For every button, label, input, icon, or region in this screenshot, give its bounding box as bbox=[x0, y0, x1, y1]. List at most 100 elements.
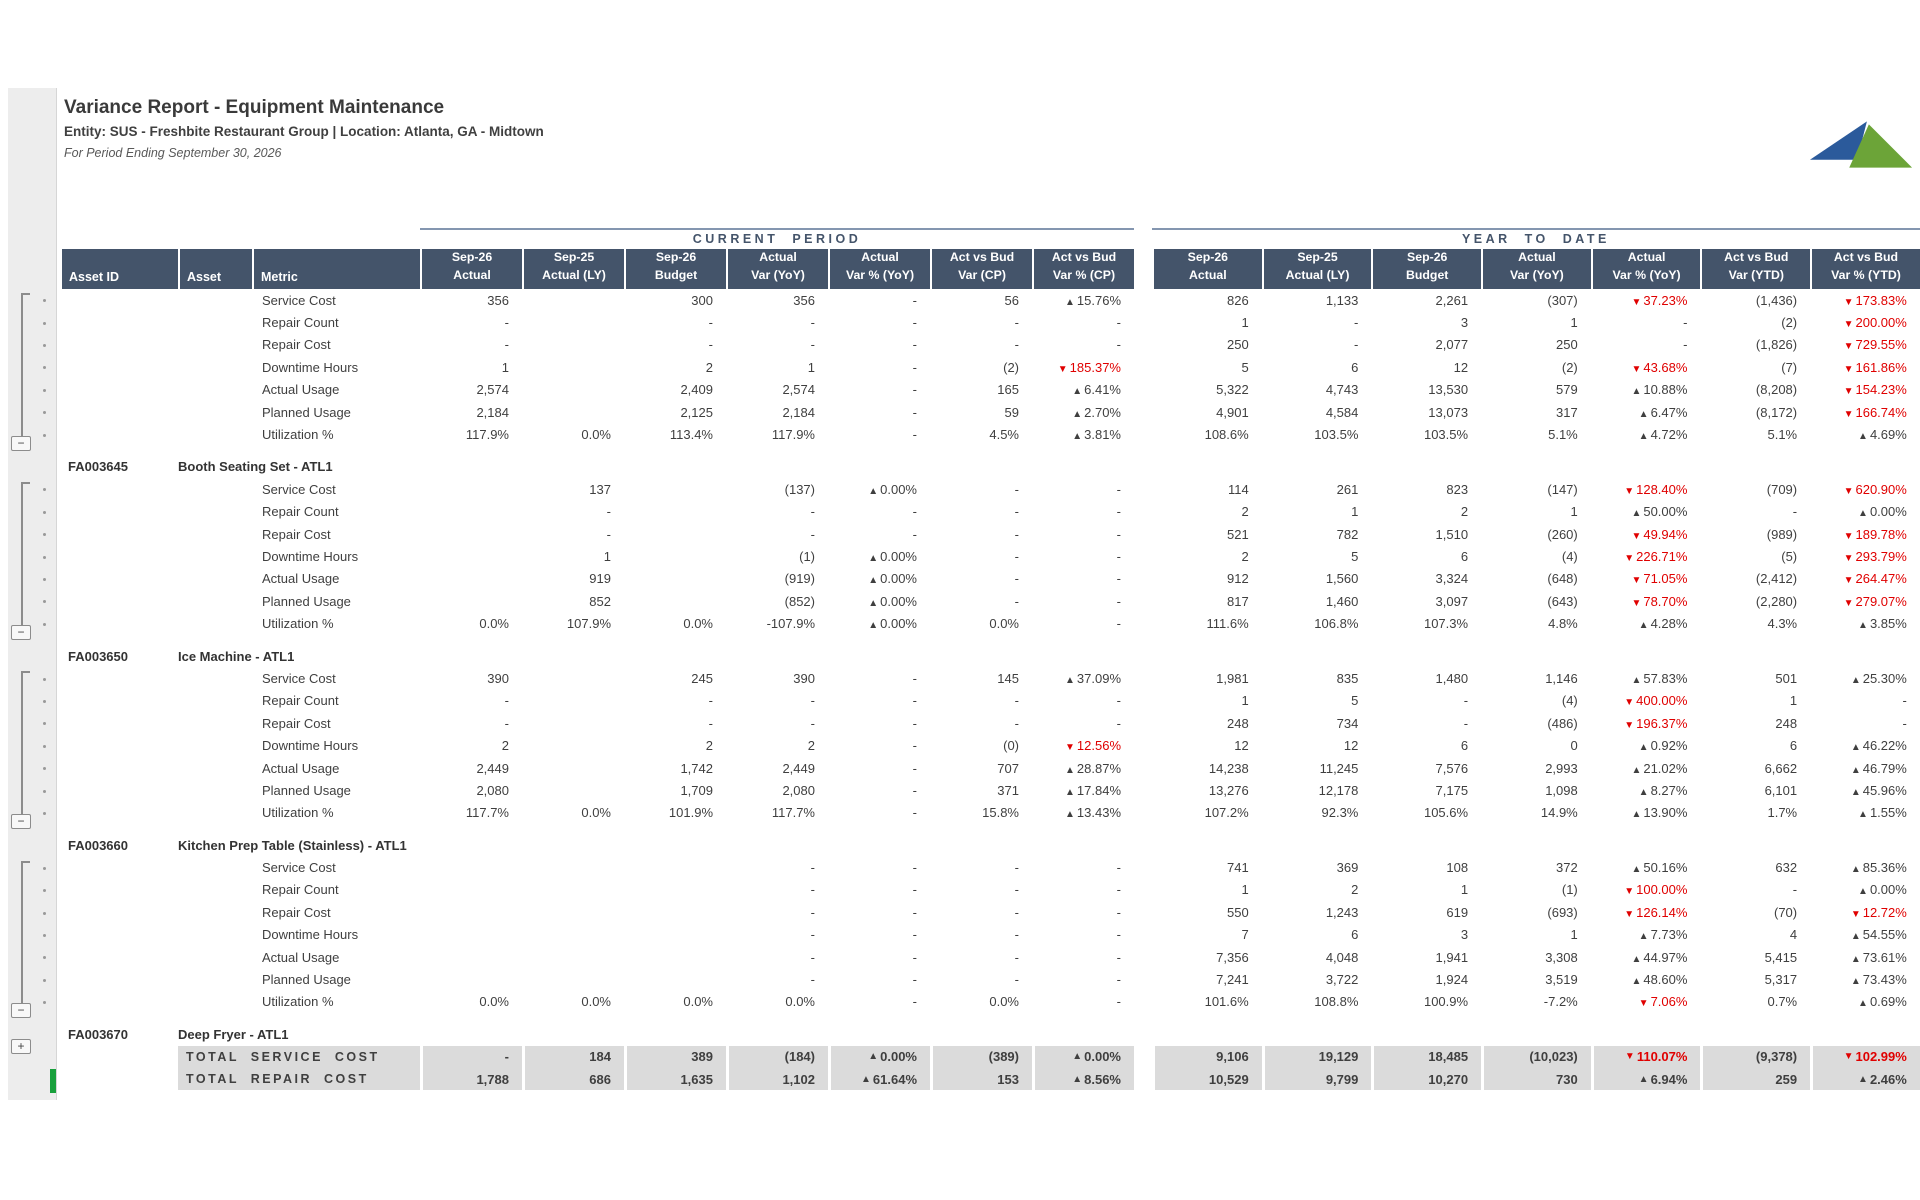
table-row: Planned Usage 2,184 2,125 2,184 - 59 ▲ 2.70% 4,9… bbox=[62, 401, 1920, 423]
value-cell: 1,098 bbox=[1545, 782, 1578, 798]
value-cell: 2,409 bbox=[680, 382, 713, 398]
value-cell: 1 bbox=[501, 359, 509, 375]
outline-row-dot bbox=[43, 433, 46, 437]
value-cell: - bbox=[1014, 882, 1019, 898]
outline-collapse-button[interactable]: − bbox=[11, 814, 31, 830]
value-cell: - bbox=[1014, 860, 1019, 876]
value-cell: ▲ 13.43% bbox=[1065, 805, 1121, 821]
metric-cell: Planned Usage bbox=[262, 972, 351, 988]
value-cell: 107.3% bbox=[1423, 616, 1469, 632]
total-row: TOTAL REPAIR COST 1,788 686 1,635 1,102 ▲ 61.6… bbox=[62, 1067, 1920, 1091]
value-cell: 3 bbox=[1460, 927, 1469, 943]
value-cell: ▲ 45.96% bbox=[1850, 782, 1907, 798]
value-cell: 1.7% bbox=[1767, 805, 1798, 821]
asset-name-cell: Kitchen Prep Table (Stainless) - ATL1 bbox=[178, 837, 407, 853]
value-cell: 105.6% bbox=[1423, 805, 1469, 821]
value-cell: 2,080 bbox=[476, 782, 509, 798]
value-cell: 707 bbox=[997, 760, 1019, 776]
up-triangle-icon: ▲ bbox=[1065, 296, 1075, 308]
asset-group-row: FA003670 Deep Fryer - ATL1 bbox=[62, 1023, 1920, 1045]
value-cell: 0.0% bbox=[683, 994, 713, 1010]
value-cell: - bbox=[912, 805, 917, 821]
value-cell: - bbox=[1014, 715, 1019, 731]
table-row: Repair Cost - - - - - - 248 734 - (486) ▼ 196.37% 248… bbox=[62, 712, 1920, 734]
value-cell: (10,023) bbox=[1481, 1045, 1591, 1068]
down-triangle-icon: ▼ bbox=[1624, 886, 1635, 898]
table-row: Downtime Hours 1 (1) ▲ 0.00% - - 2 5 6 (4) ▼ 226.71%… bbox=[62, 545, 1920, 567]
value-cell: ▲ 10.88% bbox=[1631, 382, 1688, 398]
outline-row-dot bbox=[43, 488, 46, 492]
up-triangle-icon: ▲ bbox=[1850, 953, 1861, 965]
column-header-sep-25-actual-ly: Sep-25 Actual (LY) bbox=[522, 249, 624, 289]
value-cell: ▼ 185.37% bbox=[1057, 359, 1121, 375]
value-cell: - bbox=[1014, 337, 1019, 353]
value-cell: 4.5% bbox=[989, 427, 1019, 443]
value-cell: 4,743 bbox=[1325, 382, 1359, 398]
value-cell: ▼ 102.99% bbox=[1810, 1045, 1920, 1068]
up-triangle-icon: ▲ bbox=[1858, 886, 1868, 898]
up-triangle-icon: ▲ bbox=[1065, 786, 1075, 798]
value-cell: - bbox=[1463, 693, 1469, 709]
value-cell: 1,742 bbox=[680, 760, 713, 776]
value-cell: (2) bbox=[1781, 315, 1798, 331]
value-cell: - bbox=[708, 337, 713, 353]
up-triangle-icon: ▲ bbox=[1638, 431, 1649, 443]
value-cell: 4,584 bbox=[1325, 404, 1359, 420]
value-cell: 250 bbox=[1226, 337, 1249, 353]
value-cell: ▲ 0.00% bbox=[868, 548, 917, 564]
table-row: Actual Usage - - - - 7,356 4,048 1,941 3,308 ▲ 44.… bbox=[62, 946, 1920, 968]
value-cell: (2,280) bbox=[1755, 593, 1798, 609]
value-cell: 6,662 bbox=[1764, 760, 1798, 776]
value-cell: 165 bbox=[997, 382, 1019, 398]
value-cell: 823 bbox=[1446, 481, 1469, 497]
outline-bracket-line bbox=[21, 293, 23, 436]
down-triangle-icon: ▼ bbox=[1843, 386, 1854, 398]
value-cell: 13,073 bbox=[1428, 404, 1469, 420]
outline-row-dot bbox=[43, 956, 46, 960]
value-cell: (4) bbox=[1561, 548, 1578, 564]
value-cell: - bbox=[912, 427, 917, 443]
value-cell: 117.9% bbox=[465, 427, 509, 443]
section-header-row: CURRENT PERIOD YEAR TO DATE bbox=[62, 228, 1920, 249]
value-cell: - bbox=[1014, 571, 1019, 587]
value-cell: ▲ 46.22% bbox=[1850, 738, 1907, 754]
value-cell: 5,317 bbox=[1764, 972, 1798, 988]
value-cell: - bbox=[912, 949, 917, 965]
up-triangle-icon: ▲ bbox=[1072, 386, 1083, 398]
column-header-act-vs-bud-var-ytd: Act vs Bud Var % (YTD) bbox=[1810, 249, 1920, 289]
down-triangle-icon: ▼ bbox=[1843, 575, 1854, 587]
value-cell: 113.4% bbox=[669, 427, 713, 443]
up-triangle-icon: ▲ bbox=[1850, 931, 1861, 943]
value-cell: ▲ 8.27% bbox=[1638, 782, 1688, 798]
down-triangle-icon: ▼ bbox=[1843, 319, 1854, 331]
value-cell: 390 bbox=[487, 670, 509, 686]
value-cell: 501 bbox=[1775, 670, 1798, 686]
value-cell: 912 bbox=[1226, 571, 1249, 587]
outline-collapse-button[interactable]: − bbox=[11, 435, 31, 451]
value-cell: ▼ 161.86% bbox=[1843, 359, 1907, 375]
down-triangle-icon: ▼ bbox=[1624, 908, 1635, 920]
value-cell: ▼ 43.68% bbox=[1631, 359, 1688, 375]
value-cell: 2,184 bbox=[476, 404, 509, 420]
value-cell: ▲ 3.81% bbox=[1072, 427, 1121, 443]
outline-collapse-button[interactable]: − bbox=[11, 1003, 31, 1019]
outline-collapse-button[interactable]: − bbox=[11, 625, 31, 640]
table-row: Actual Usage 2,574 2,409 2,574 - 165 ▲ 6.41% 5,3… bbox=[62, 379, 1920, 401]
value-cell: ▲ 4.69% bbox=[1858, 427, 1907, 443]
outline-row-dot bbox=[43, 744, 46, 748]
value-cell: - bbox=[1116, 616, 1121, 632]
value-cell: 145 bbox=[997, 670, 1019, 686]
value-cell: ▲ 0.00% bbox=[868, 593, 917, 609]
value-cell: - bbox=[1116, 315, 1121, 331]
asset-id-cell: FA003650 bbox=[68, 648, 128, 664]
value-cell: - bbox=[810, 315, 815, 331]
logo-blue-triangle bbox=[1809, 121, 1867, 160]
value-cell: 13,530 bbox=[1428, 382, 1469, 398]
outline-expand-button[interactable]: + bbox=[11, 1038, 31, 1054]
column-header-act-vs-bud-var-cp: Act vs Bud Var (CP) bbox=[930, 249, 1032, 289]
value-cell: ▲ 44.97% bbox=[1631, 949, 1688, 965]
value-cell: - bbox=[912, 738, 917, 754]
up-triangle-icon: ▲ bbox=[868, 552, 879, 564]
value-cell: - bbox=[912, 504, 917, 520]
value-cell: 2 bbox=[705, 738, 713, 754]
